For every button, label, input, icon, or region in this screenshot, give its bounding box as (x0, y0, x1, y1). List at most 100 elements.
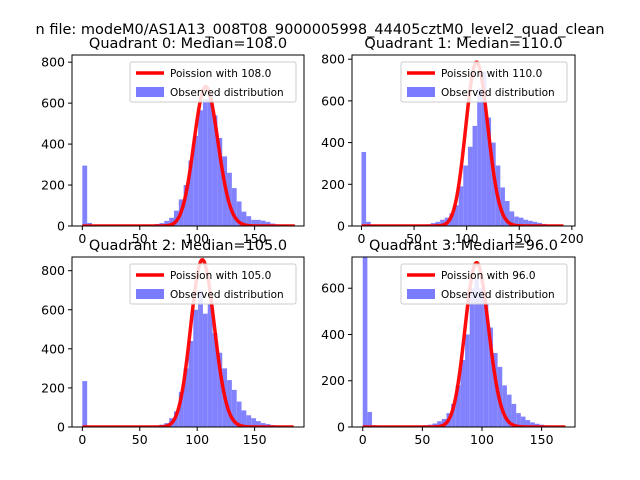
histogram-bar (164, 220, 170, 226)
histogram-bar (361, 151, 367, 226)
legend-label-poisson: Poission with 110.0 (441, 68, 542, 80)
histogram-bar (516, 413, 521, 427)
y-tick-label: 200 (41, 178, 65, 193)
histogram-bar (251, 418, 256, 427)
y-tick-label: 0 (337, 420, 345, 435)
histogram-bar (217, 137, 223, 226)
histogram-bar (520, 416, 526, 427)
histogram-bar (488, 327, 493, 427)
x-tick-label: 50 (414, 432, 430, 447)
histogram-bar (506, 394, 512, 427)
histogram-bar (509, 211, 515, 226)
histogram-bar (472, 125, 478, 226)
legend-box (129, 263, 297, 305)
histogram-bars (361, 71, 561, 226)
x-tick-label: 200 (560, 231, 584, 246)
histogram-bar (198, 290, 203, 427)
histogram-bar (530, 422, 535, 427)
legend-bar-swatch (407, 87, 435, 97)
histogram-bar (207, 94, 213, 226)
histogram-bar (241, 211, 247, 226)
y-tick-label: 800 (41, 263, 65, 278)
histogram-bar (236, 201, 242, 226)
histogram-bar (251, 219, 256, 226)
legend: Poission with 110.0 Observed distribution (400, 61, 568, 103)
histogram-bar (479, 288, 484, 427)
y-tick-label: 600 (41, 96, 65, 111)
histogram-bar (514, 216, 519, 226)
histogram-bar (491, 142, 496, 226)
subplot-quadrant-1: 0 50 100 150 200 0 200 400 600 800 Quadrant 1: Med… (321, 36, 584, 246)
axes-frame (351, 54, 576, 227)
histogram-bar (255, 421, 261, 427)
x-tick-label: 150 (243, 432, 267, 447)
x-tick-label: 50 (132, 231, 148, 246)
y-tick-label: 0 (57, 420, 65, 435)
histogram-bar (193, 309, 199, 427)
x-tick-label: 0 (78, 432, 86, 447)
histogram-bar (477, 88, 482, 226)
histogram-bar (481, 71, 487, 226)
subplot-title: Quadrant 3: Median=96.0 (369, 238, 558, 254)
histogram-bar (511, 403, 517, 427)
legend-box (400, 263, 568, 305)
histogram-bar (483, 304, 489, 427)
histogram-bar (449, 213, 455, 226)
histogram-bar (500, 187, 505, 226)
histogram-bar (246, 216, 252, 226)
subplot-title: Quadrant 0: Median=108.0 (89, 36, 287, 52)
histogram-bar (212, 333, 218, 427)
y-tick-label: 400 (321, 327, 345, 342)
axes-frame (71, 54, 305, 227)
legend-label-poisson: Poission with 96.0 (441, 270, 536, 282)
subplot-title: Quadrant 1: Median=110.0 (364, 36, 562, 52)
subplot-quadrant-3: 0 50 100 150 0 200 400 600 Quadrant 3: Median=96… (321, 238, 576, 447)
histogram-bar (458, 186, 464, 226)
y-tick-label: 200 (41, 380, 65, 395)
subplot-quadrant-2: 0 50 100 150 0 200 400 600 800 Quadrant 2: Median… (41, 238, 305, 447)
y-tick-label: 600 (321, 281, 345, 296)
y-tick-label: 200 (321, 177, 345, 192)
histogram-bar (183, 185, 189, 226)
y-tick-label: 400 (41, 137, 65, 152)
histogram-bar (241, 410, 247, 427)
y-tick-label: 600 (321, 93, 345, 108)
histogram-bar (451, 403, 456, 427)
histogram-bar (227, 380, 232, 427)
axes-frame (71, 256, 305, 428)
histogram-bar (518, 217, 524, 226)
histogram-bar (231, 188, 237, 226)
histogram-bar (255, 219, 261, 226)
histogram-bar (455, 385, 461, 427)
histogram-bar (502, 385, 507, 427)
histogram-bar (525, 420, 531, 427)
histogram-bar (82, 381, 88, 427)
histogram-bar (169, 217, 174, 226)
y-tick-label: 800 (321, 52, 345, 67)
subplot-quadrant-0: 0 50 100 150 0 200 400 600 800 Quadrant 0: Median… (41, 36, 305, 246)
legend-label-observed: Observed distribution (170, 87, 284, 99)
y-tick-label: 800 (41, 55, 65, 70)
histogram-bar (188, 341, 194, 427)
histogram-bar (504, 200, 510, 226)
x-tick-label: 150 (243, 231, 267, 246)
histogram-bar (178, 391, 184, 427)
histogram-bar (437, 421, 442, 427)
y-tick-label: 400 (321, 135, 345, 150)
histogram-bar (231, 389, 237, 427)
x-tick-label: 100 (470, 432, 494, 447)
x-tick-label: 150 (507, 231, 531, 246)
histogram-bar (260, 220, 266, 226)
histogram-bar (217, 352, 223, 427)
histogram-bar (486, 117, 492, 226)
histogram-bar (246, 415, 252, 427)
histogram-bar (202, 99, 208, 226)
legend: Poission with 108.0 Observed distribution (129, 61, 297, 103)
x-tick-label: 0 (357, 231, 365, 246)
y-tick-label: 600 (41, 302, 65, 317)
histogram-bar (260, 423, 266, 427)
histogram-bar (523, 219, 529, 226)
x-tick-label: 100 (185, 432, 209, 447)
legend-box (129, 61, 297, 103)
